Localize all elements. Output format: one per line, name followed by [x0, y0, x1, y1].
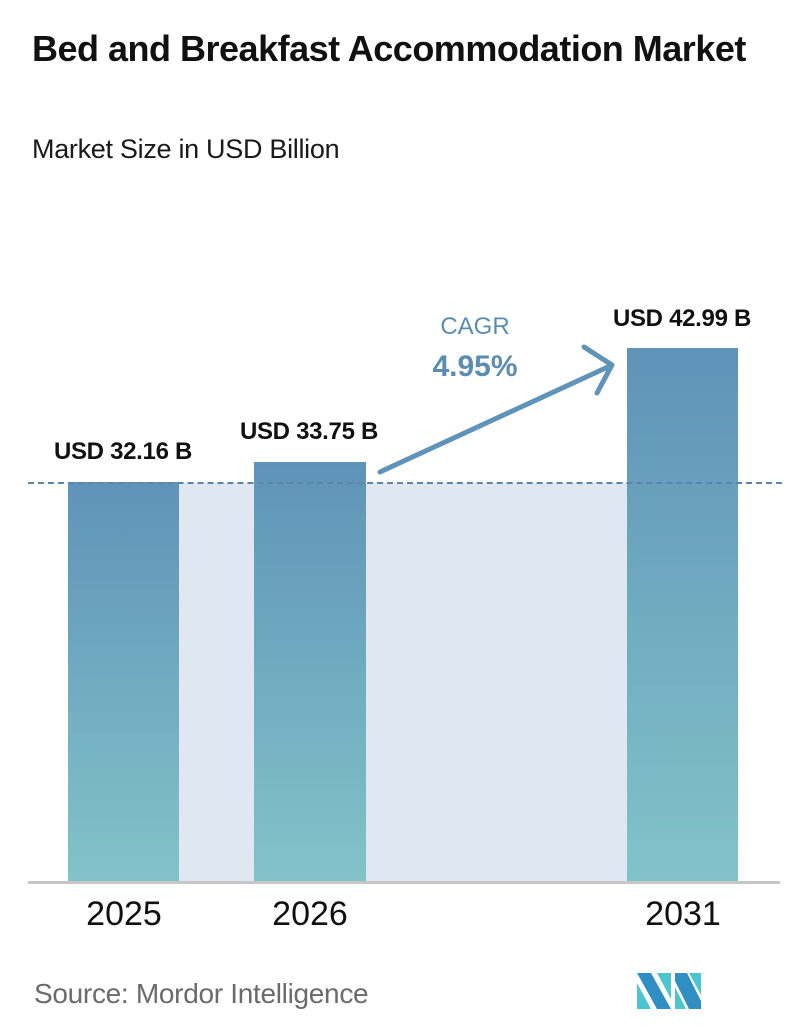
source-text: Source: Mordor Intelligence: [34, 978, 369, 1009]
x-tick-2026: 2026: [272, 895, 348, 933]
x-axis: [28, 881, 780, 884]
mordor-intelligence-logo-icon: [637, 973, 701, 1009]
x-tick-2031: 2031: [645, 895, 721, 933]
bar-2031: [627, 348, 738, 881]
chart-title: Bed and Breakfast Accommodation Market: [32, 28, 746, 69]
bar-2025: [68, 482, 179, 881]
chart-subtitle: Market Size in USD Billion: [32, 134, 340, 164]
x-tick-2025: 2025: [86, 895, 162, 933]
bar-2026: [254, 462, 366, 881]
value-label-2025: USD 32.16 B: [53, 438, 193, 465]
value-label-2026: USD 33.75 B: [239, 418, 379, 445]
band-2026-2031: [366, 483, 627, 881]
cagr-value: 4.95%: [432, 350, 518, 383]
band-2025-2026: [179, 483, 254, 881]
value-label-2031: USD 42.99 B: [612, 305, 752, 332]
cagr-label: CAGR: [440, 313, 510, 340]
reference-line: [28, 482, 782, 484]
